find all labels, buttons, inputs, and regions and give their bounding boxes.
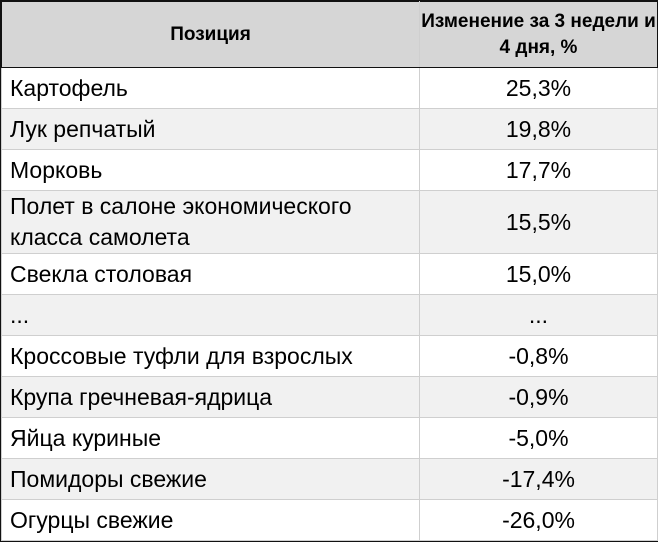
cell-change: -17,4% bbox=[419, 458, 658, 500]
cell-change: 15,5% bbox=[419, 190, 658, 254]
cell-change: ... bbox=[419, 294, 658, 336]
price-change-table: Позиция Изменение за 3 недели и 4 дня, %… bbox=[0, 0, 658, 542]
cell-change: 15,0% bbox=[419, 253, 658, 295]
cell-change: -0,9% bbox=[419, 376, 658, 418]
cell-item: Свекла столовая bbox=[1, 253, 420, 295]
cell-item: Кроссовые туфли для взрослых bbox=[1, 335, 420, 377]
table-row: Полет в салоне экономического класса сам… bbox=[1, 190, 658, 254]
cell-item: Огурцы свежие bbox=[1, 499, 420, 541]
header-change: Изменение за 3 недели и 4 дня, % bbox=[419, 1, 658, 68]
table-row: Помидоры свежие -17,4% bbox=[1, 458, 658, 500]
cell-item: Крупа гречневая-ядрица bbox=[1, 376, 420, 418]
cell-item: Помидоры свежие bbox=[1, 458, 420, 500]
cell-item: Яйца куриные bbox=[1, 417, 420, 459]
table-row: Крупа гречневая-ядрица -0,9% bbox=[1, 376, 658, 418]
table-row: Лук репчатый 19,8% bbox=[1, 108, 658, 150]
cell-item: Картофель bbox=[1, 67, 420, 109]
table-row: Свекла столовая 15,0% bbox=[1, 253, 658, 295]
table-row: ... ... bbox=[1, 294, 658, 336]
cell-change: 25,3% bbox=[419, 67, 658, 109]
table-row: Морковь 17,7% bbox=[1, 149, 658, 191]
table-row: Кроссовые туфли для взрослых -0,8% bbox=[1, 335, 658, 377]
cell-change: -26,0% bbox=[419, 499, 658, 541]
cell-item: Полет в салоне экономического класса сам… bbox=[1, 190, 420, 254]
cell-change: -0,8% bbox=[419, 335, 658, 377]
table-row: Картофель 25,3% bbox=[1, 67, 658, 109]
table-row: Яйца куриные -5,0% bbox=[1, 417, 658, 459]
cell-item: Лук репчатый bbox=[1, 108, 420, 150]
cell-item: Морковь bbox=[1, 149, 420, 191]
table-row: Огурцы свежие -26,0% bbox=[1, 499, 658, 541]
cell-change: 17,7% bbox=[419, 149, 658, 191]
header-position: Позиция bbox=[1, 1, 420, 68]
cell-change: -5,0% bbox=[419, 417, 658, 459]
header-row: Позиция Изменение за 3 недели и 4 дня, % bbox=[1, 1, 658, 68]
cell-item: ... bbox=[1, 294, 420, 336]
cell-change: 19,8% bbox=[419, 108, 658, 150]
